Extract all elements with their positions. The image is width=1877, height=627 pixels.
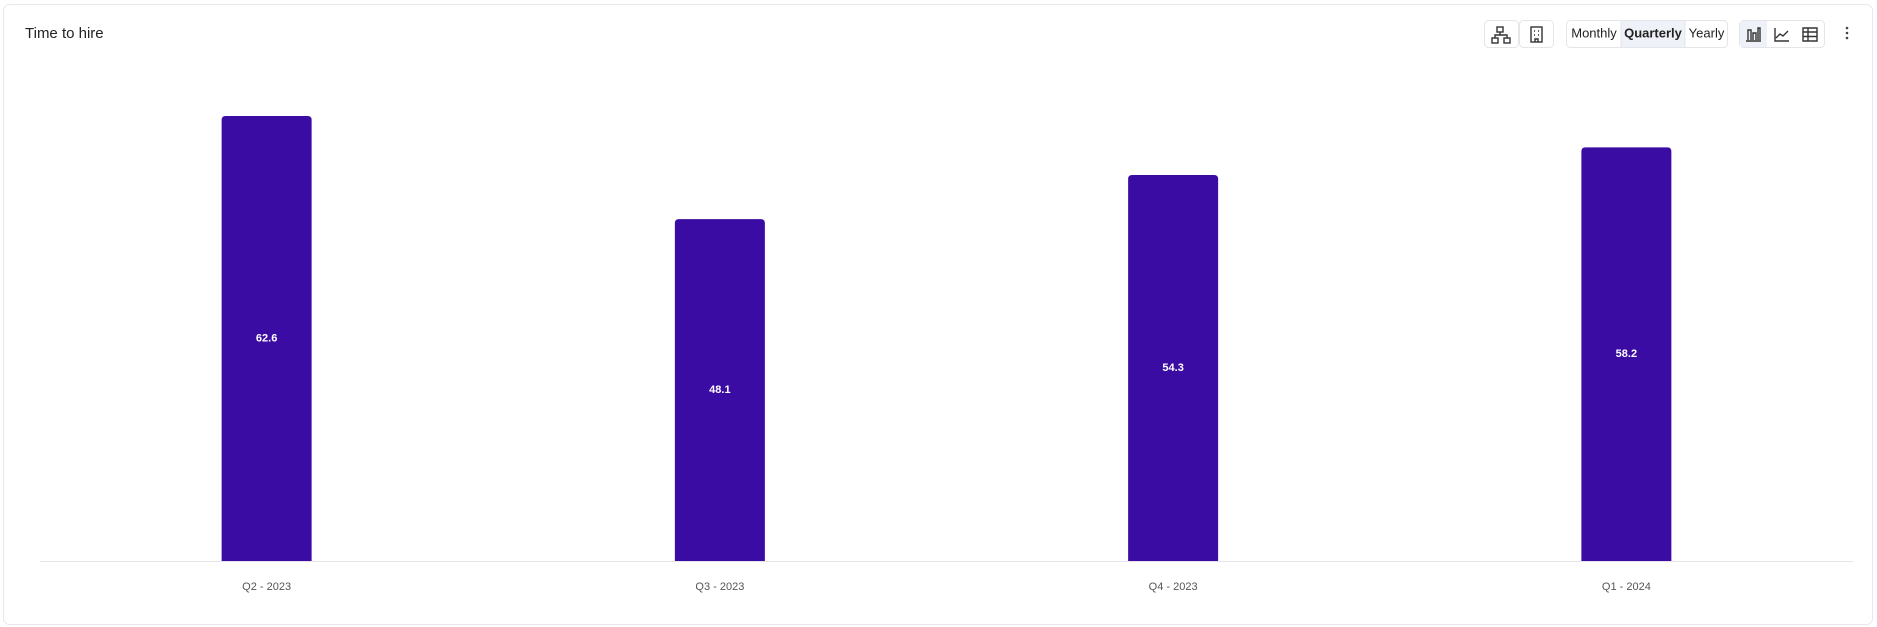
view-icons bbox=[1484, 20, 1554, 48]
building-button[interactable] bbox=[1519, 20, 1554, 48]
bar bbox=[221, 116, 312, 561]
value-label: 58.2 bbox=[1616, 348, 1637, 360]
org-icon bbox=[1491, 26, 1511, 44]
bar bbox=[1581, 147, 1672, 561]
x-tick-label: Q2 - 2023 bbox=[242, 581, 291, 593]
bar-type-icon bbox=[1746, 27, 1761, 42]
period-option[interactable]: Quarterly bbox=[1624, 25, 1683, 40]
x-tick-label: Q3 - 2023 bbox=[695, 581, 744, 593]
building-icon bbox=[1530, 26, 1543, 43]
bar bbox=[1128, 175, 1219, 561]
chart-title: Time to hire bbox=[25, 25, 104, 42]
card-border bbox=[3, 4, 1873, 625]
x-tick-label: Q1 - 2024 bbox=[1602, 581, 1651, 593]
value-label: 62.6 bbox=[256, 332, 277, 344]
period-option[interactable]: Monthly bbox=[1571, 25, 1617, 40]
bar bbox=[674, 219, 765, 561]
x-tick-label: Q4 - 2023 bbox=[1149, 581, 1198, 593]
org-button[interactable] bbox=[1484, 20, 1519, 48]
chart-type-toggle bbox=[1739, 20, 1825, 48]
table-type-icon bbox=[1802, 27, 1818, 42]
period-selected bbox=[1621, 21, 1685, 47]
period-option[interactable]: Yearly bbox=[1689, 25, 1725, 40]
more-menu[interactable] bbox=[1845, 26, 1849, 40]
period-toggle: Monthly Quarterly Yearly bbox=[1566, 20, 1728, 48]
plot-area: Q2 - 2023 62.6 Q3 - 2023 48.1 Q4 - 2023 54.3 Q… bbox=[40, 116, 1853, 593]
value-label: 54.3 bbox=[1162, 362, 1183, 374]
line-type-icon bbox=[1774, 28, 1789, 42]
value-label: 48.1 bbox=[709, 384, 730, 396]
